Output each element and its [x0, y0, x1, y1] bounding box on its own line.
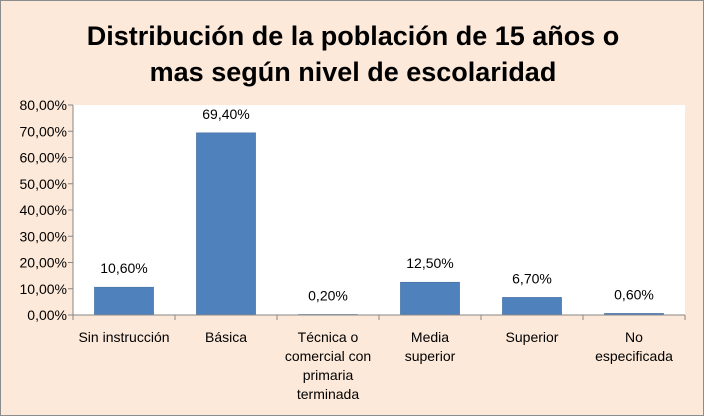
- x-category-label-line: especificada: [595, 348, 673, 364]
- bar: [400, 281, 460, 316]
- bar: [196, 132, 256, 316]
- data-label: 0,60%: [614, 286, 654, 302]
- data-label: 69,40%: [202, 106, 249, 122]
- bar: [94, 286, 154, 316]
- y-axis: 0,00% 10,00% 20,00% 30,00% 40,00% 50,00% 60,00…: [20, 97, 74, 323]
- x-category-label: No especificada: [595, 329, 673, 364]
- data-label: 6,70%: [512, 270, 552, 286]
- y-tick-label: 70,00%: [20, 123, 67, 139]
- chart-title: Distribución de la población de 15 años …: [87, 21, 620, 87]
- x-category-label: Básica: [205, 329, 247, 345]
- x-category-label-line: No: [625, 329, 643, 345]
- chart-title-line-2: mas según nivel de escolaridad: [150, 57, 557, 87]
- x-category-label-line: Sin instrucción: [78, 329, 169, 345]
- x-category-label-line: primaria: [303, 367, 354, 383]
- data-label: 10,60%: [100, 260, 147, 276]
- x-category-label: Superior: [506, 329, 559, 345]
- x-category-label: Técnica o comercial con primaria terminada: [285, 329, 371, 402]
- plot-area: [73, 105, 685, 315]
- chart-title-line-1: Distribución de la población de 15 años …: [87, 21, 620, 51]
- bars: [94, 132, 664, 316]
- y-tick-label: 20,00%: [20, 255, 67, 271]
- y-tick-label: 60,00%: [20, 150, 67, 166]
- y-tick-label: 30,00%: [20, 228, 67, 244]
- x-category-label-line: superior: [405, 348, 456, 364]
- data-label: 12,50%: [406, 255, 453, 271]
- x-category-label: Sin instrucción: [78, 329, 169, 345]
- bar: [502, 297, 562, 316]
- y-tick-label: 50,00%: [20, 176, 67, 192]
- y-tick-label: 80,00%: [20, 97, 67, 113]
- data-label: 0,20%: [308, 287, 348, 303]
- x-category-label: Media superior: [405, 329, 456, 364]
- y-tick-label: 0,00%: [27, 307, 67, 323]
- x-category-label-line: Media: [411, 329, 449, 345]
- y-tick-label: 10,00%: [20, 281, 67, 297]
- x-category-label-line: comercial con: [285, 348, 371, 364]
- data-labels: 10,60% 69,40% 0,20% 12,50% 6,70% 0,60%: [100, 106, 654, 304]
- x-category-label-line: Técnica o: [298, 329, 359, 345]
- x-category-label-line: terminada: [297, 386, 359, 402]
- x-axis: Sin instrucción Básica Técnica o comercial …: [72, 314, 686, 402]
- x-category-label-line: Superior: [506, 329, 559, 345]
- x-category-label-line: Básica: [205, 329, 247, 345]
- y-tick-label: 40,00%: [20, 202, 67, 218]
